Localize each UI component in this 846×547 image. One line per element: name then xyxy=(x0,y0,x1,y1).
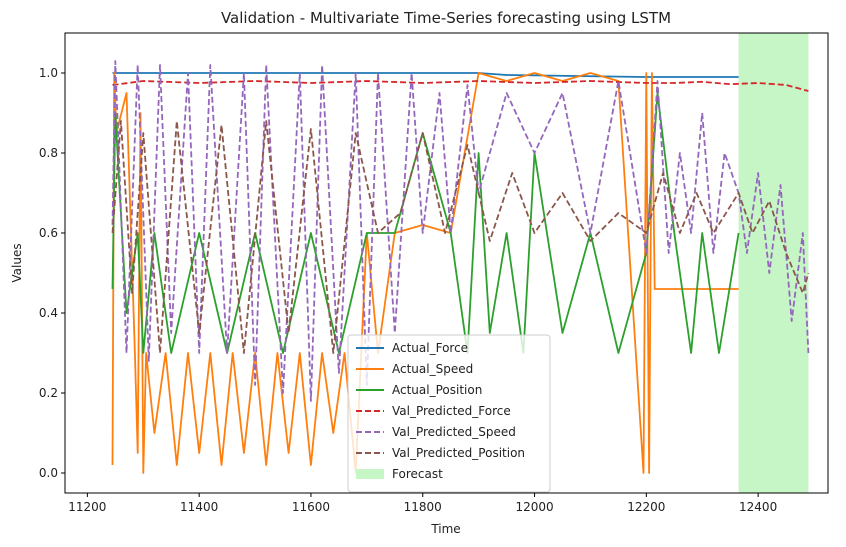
y-tick-label: 0.8 xyxy=(39,146,58,160)
x-tick-label: 11600 xyxy=(292,500,330,514)
legend-swatch xyxy=(356,469,384,479)
plot-frame xyxy=(64,32,829,494)
series-line-actual-force xyxy=(112,72,739,78)
legend-label: Val_Predicted_Position xyxy=(392,446,525,460)
legend-label: Actual_Force xyxy=(392,341,468,355)
y-tick-label: 0.4 xyxy=(39,306,58,320)
x-tick-label: 12000 xyxy=(515,500,553,514)
legend-label: Actual_Speed xyxy=(392,362,473,376)
legend-box xyxy=(347,334,551,493)
legend: Actual_Force Actual_Speed Actual_Position V… xyxy=(347,334,551,493)
series-line-val-predicted-force xyxy=(112,80,809,92)
forecast-region xyxy=(738,33,809,493)
chart-title: Validation - Multivariate Time-Series fo… xyxy=(221,9,671,27)
x-tick-label: 11200 xyxy=(68,500,106,514)
x-tick-label: 11400 xyxy=(180,500,218,514)
series-line-val-predicted-position xyxy=(111,120,810,354)
series-line-actual-speed xyxy=(111,72,739,474)
y-axis-label: Values xyxy=(10,243,24,282)
legend-label: Actual_Position xyxy=(392,383,482,397)
legend-label: Val_Predicted_Force xyxy=(392,404,511,418)
y-axis: 0.0 0.2 0.4 0.6 0.8 1.0 xyxy=(39,66,65,480)
series-layer xyxy=(111,60,810,474)
forecast-layer xyxy=(738,33,809,493)
series-line-val-predicted-speed xyxy=(111,60,810,402)
y-tick-label: 0.0 xyxy=(39,466,58,480)
x-axis: 11200 11400 11600 11800 12000 12200 12400 xyxy=(68,493,777,514)
legend-label: Val_Predicted_Speed xyxy=(392,425,516,439)
y-tick-label: 0.6 xyxy=(39,226,58,240)
y-tick-label: 0.2 xyxy=(39,386,58,400)
x-axis-label: Time xyxy=(430,522,460,536)
x-tick-label: 12400 xyxy=(739,500,777,514)
x-tick-label: 12200 xyxy=(627,500,665,514)
legend-label: Forecast xyxy=(392,467,443,481)
y-tick-label: 1.0 xyxy=(39,66,58,80)
x-tick-label: 11800 xyxy=(404,500,442,514)
